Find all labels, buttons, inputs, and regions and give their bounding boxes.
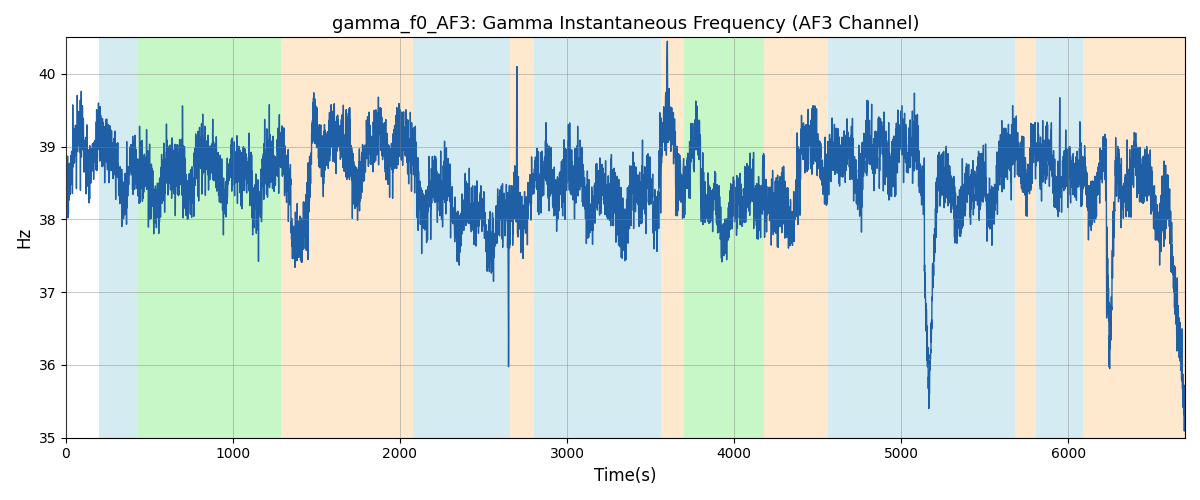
Bar bbox=[281, 38, 413, 438]
X-axis label: Time(s): Time(s) bbox=[594, 467, 656, 485]
Bar bbox=[413, 38, 510, 438]
Bar bbox=[100, 38, 138, 438]
Bar bbox=[764, 38, 828, 438]
Bar bbox=[1084, 38, 1186, 438]
Bar bbox=[138, 38, 281, 438]
Title: gamma_f0_AF3: Gamma Instantaneous Frequency (AF3 Channel): gamma_f0_AF3: Gamma Instantaneous Freque… bbox=[331, 15, 919, 34]
Bar bbox=[1015, 38, 1037, 438]
Bar bbox=[534, 38, 660, 438]
Bar bbox=[510, 38, 534, 438]
Y-axis label: Hz: Hz bbox=[16, 227, 34, 248]
Bar bbox=[660, 38, 684, 438]
Bar bbox=[828, 38, 1015, 438]
Bar bbox=[684, 38, 764, 438]
Bar bbox=[1037, 38, 1084, 438]
